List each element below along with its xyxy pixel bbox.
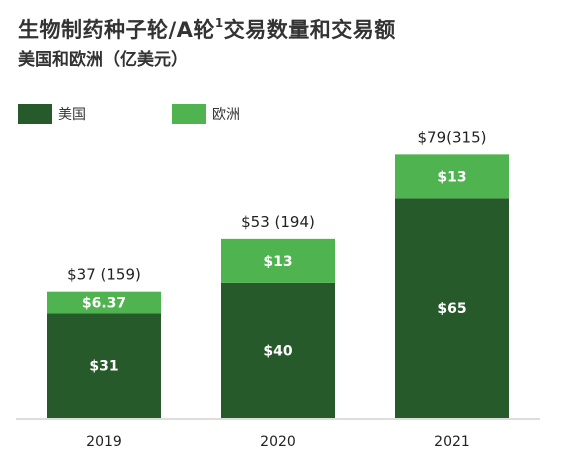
bar-us-2019: [47, 313, 161, 418]
x-tick-label-2021: 2021: [434, 434, 470, 450]
legend-swatch-eu: [172, 104, 206, 124]
bar-label-eu-2021: $13: [437, 169, 466, 185]
legend-label-us: 美国: [58, 107, 86, 123]
title-footnote-mark: 1: [214, 16, 224, 30]
legend-label-eu: 欧洲: [212, 107, 240, 123]
legend-item-us: 美国: [18, 104, 86, 124]
bar-eu-2020: [221, 238, 335, 283]
total-label-2021: $79(315): [418, 128, 487, 146]
bar-label-eu-2019: $6.37: [82, 295, 126, 311]
bar-label-us-2021: $65: [437, 301, 466, 317]
x-tick-label-2019: 2019: [86, 434, 122, 450]
bar-us-2020: [221, 282, 335, 418]
x-tick-label-2020: 2020: [260, 434, 296, 450]
legend-swatch-us: [18, 104, 52, 124]
title-main: 生物制药种子轮/A轮: [18, 18, 215, 42]
bar-label-eu-2020: $13: [263, 254, 292, 270]
legend-item-eu: 欧洲: [172, 104, 240, 124]
bar-label-us-2020: $40: [263, 343, 292, 359]
bar-label-us-2019: $31: [89, 359, 118, 375]
bar-eu-2019: [47, 291, 161, 314]
total-label-2019: $37 (159): [67, 266, 141, 284]
bar-us-2021: [395, 198, 509, 418]
chart-title: 生物制药种子轮/A轮1交易数量和交易额: [18, 14, 396, 44]
total-label-2020: $53 (194): [241, 213, 315, 231]
title-tail: 交易数量和交易额: [223, 18, 396, 42]
bar-eu-2021: [395, 154, 509, 199]
chart-subtitle: 美国和欧洲（亿美元）: [18, 50, 188, 70]
